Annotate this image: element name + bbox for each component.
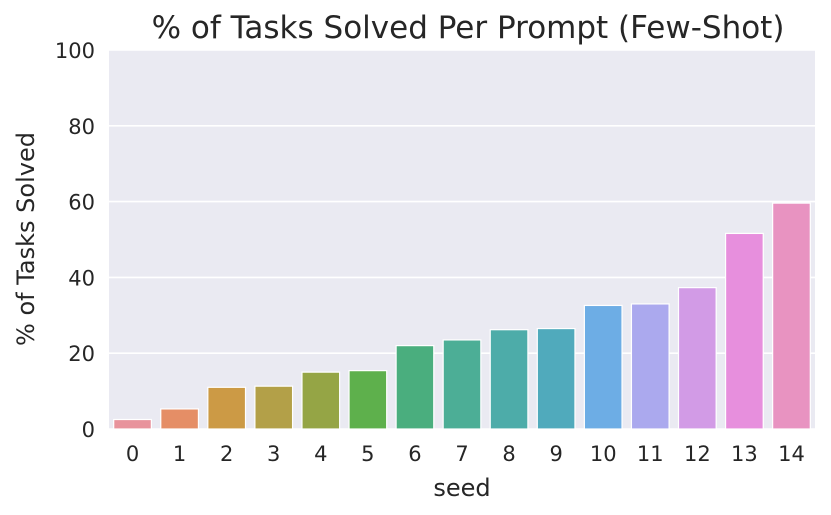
x-axis-ticks: 0 1 2 3 4 5 6 7 8 9 10 11 12 13 14 [126,442,805,466]
y-tick-label: 40 [68,266,95,290]
bar-seed-0 [113,418,152,430]
bar-seed-10 [583,304,623,430]
bar-seed-13 [724,232,764,430]
x-tick-label: 13 [731,442,758,466]
bar-seed-5 [348,370,388,430]
x-tick-label: 2 [220,442,233,466]
x-tick-label: 12 [684,442,711,466]
bar-seed-9 [536,327,576,430]
x-tick-label: 1 [173,442,186,466]
bar-seed-7 [442,339,482,430]
y-axis-ticks: 0 20 40 60 80 100 [55,39,95,442]
y-tick-label: 100 [55,39,95,63]
y-tick-label: 80 [68,115,95,139]
x-tick-label: 5 [361,442,374,466]
y-axis-label: % of Tasks Solved [12,132,40,346]
x-axis-label: seed [433,474,490,502]
x-tick-label: 0 [126,442,139,466]
y-tick-label: 0 [82,418,95,442]
x-tick-label: 14 [778,442,805,466]
bar-seed-8 [489,329,529,430]
x-tick-label: 7 [455,442,468,466]
bar-seed-2 [207,386,247,430]
x-tick-label: 6 [408,442,421,466]
x-tick-label: 4 [314,442,327,466]
y-tick-label: 60 [68,191,95,215]
bar-seed-4 [301,371,341,430]
bar-seed-1 [160,408,200,430]
x-tick-label: 3 [267,442,280,466]
bar-seed-11 [630,303,670,430]
bar-seed-14 [772,202,811,430]
bar-seed-3 [254,385,294,430]
chart-title: % of Tasks Solved Per Prompt (Few-Shot) [152,10,785,46]
bar-seed-12 [677,287,717,430]
bar-seed-6 [395,345,435,430]
x-tick-label: 8 [502,442,515,466]
x-tick-label: 11 [637,442,664,466]
x-tick-label: 9 [549,442,562,466]
y-tick-label: 20 [68,342,95,366]
bars [113,202,811,430]
x-tick-label: 10 [590,442,617,466]
